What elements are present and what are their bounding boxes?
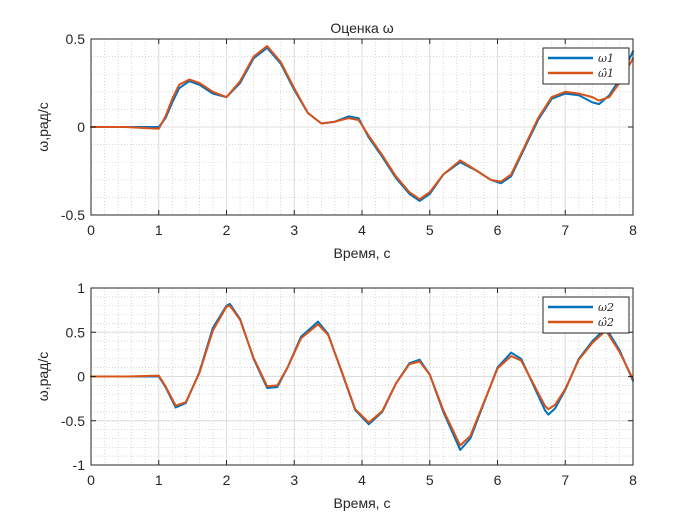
y-tick-labels: -1 -0.5 0 0.5 1: [61, 280, 85, 473]
legend-box: [542, 296, 630, 334]
y-tick-label: 1: [77, 280, 85, 296]
x-tick-label: 4: [358, 472, 366, 488]
y-tick-label: -0.5: [61, 207, 85, 223]
y-tick-label: 0.5: [66, 324, 86, 340]
x-tick-label: 8: [629, 222, 637, 238]
x-tick-label: 0: [87, 222, 95, 238]
x-tick-label: 4: [358, 222, 366, 238]
legend: ω2ω̂2: [542, 296, 630, 334]
series-lines: [90, 302, 634, 451]
omega2-axes: 0 1 2 3 4 5 6 7 8 -1 -0.5 0 0.5 1 Время, с ω,рад/с ω…: [35, 280, 637, 511]
y-tick-label: 0: [77, 119, 85, 135]
x-tick-label: 6: [494, 222, 502, 238]
legend-label: ω1: [598, 52, 614, 65]
x-axis-label: Время, с: [334, 495, 391, 511]
x-tick-label: 5: [426, 222, 434, 238]
x-tick-label: 3: [290, 472, 298, 488]
x-axis-label: Время, с: [334, 245, 391, 261]
y-axis-label: ω,рад/с: [35, 102, 51, 151]
x-tick-labels: 0 1 2 3 4 5 6 7 8: [87, 222, 637, 238]
x-tick-label: 1: [155, 472, 163, 488]
legend: ω1ω̂1: [542, 47, 630, 85]
x-tick-label: 7: [561, 472, 569, 488]
x-tick-label: 5: [426, 472, 434, 488]
legend-label: ω̂2: [598, 316, 614, 329]
x-tick-label: 7: [561, 222, 569, 238]
x-tick-label: 6: [494, 472, 502, 488]
series-line-2: [90, 304, 634, 447]
y-tick-label: 0.5: [66, 31, 86, 47]
legend-label: ω2: [598, 301, 614, 314]
x-tick-label: 3: [290, 222, 298, 238]
y-axis-label: ω,рад/с: [35, 352, 51, 401]
x-tick-label: 1: [155, 222, 163, 238]
series-line-2: [90, 45, 634, 201]
y-tick-label: -0.5: [61, 413, 85, 429]
legend-label: ω̂1: [598, 67, 614, 80]
y-tick-labels: -0.5 0 0.5: [61, 31, 85, 223]
tick-marks: [90, 38, 634, 216]
x-tick-labels: 0 1 2 3 4 5 6 7 8: [87, 472, 637, 488]
chart-title: Оценка ω: [330, 20, 393, 36]
y-tick-label: -1: [73, 457, 86, 473]
legend-box: [542, 47, 630, 85]
series-lines: [90, 45, 634, 202]
x-tick-label: 2: [223, 222, 231, 238]
x-tick-label: 8: [629, 472, 637, 488]
y-tick-label: 0: [77, 369, 85, 385]
x-tick-label: 0: [87, 472, 95, 488]
x-tick-label: 2: [223, 472, 231, 488]
